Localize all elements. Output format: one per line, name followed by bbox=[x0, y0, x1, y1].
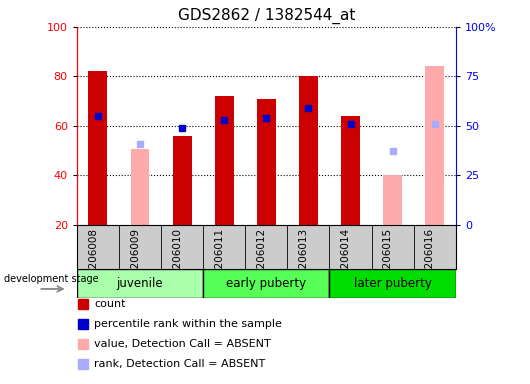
Bar bbox=[215, 96, 234, 225]
Bar bbox=[130, 149, 149, 225]
Bar bbox=[89, 71, 108, 225]
Text: percentile rank within the sample: percentile rank within the sample bbox=[94, 319, 282, 329]
Bar bbox=[173, 136, 191, 225]
Bar bbox=[299, 76, 318, 225]
Bar bbox=[203, 269, 330, 298]
Text: count: count bbox=[94, 299, 126, 309]
Text: GSM206011: GSM206011 bbox=[214, 228, 224, 291]
Text: GSM206014: GSM206014 bbox=[341, 228, 350, 291]
Bar bbox=[383, 175, 402, 225]
Text: later puberty: later puberty bbox=[354, 277, 431, 290]
Bar bbox=[330, 269, 456, 298]
Text: GSM206008: GSM206008 bbox=[88, 228, 98, 291]
Text: GSM206012: GSM206012 bbox=[257, 228, 267, 291]
Text: early puberty: early puberty bbox=[226, 277, 306, 290]
Title: GDS2862 / 1382544_at: GDS2862 / 1382544_at bbox=[178, 8, 355, 24]
Bar bbox=[425, 66, 444, 225]
Text: GSM206013: GSM206013 bbox=[298, 228, 308, 291]
Bar bbox=[257, 99, 276, 225]
Text: GSM206015: GSM206015 bbox=[383, 228, 393, 291]
Text: juvenile: juvenile bbox=[117, 277, 163, 290]
Bar bbox=[341, 116, 360, 225]
Text: GSM206010: GSM206010 bbox=[172, 228, 182, 291]
Text: development stage: development stage bbox=[4, 274, 99, 284]
Text: rank, Detection Call = ABSENT: rank, Detection Call = ABSENT bbox=[94, 359, 265, 369]
Text: GSM206016: GSM206016 bbox=[425, 228, 435, 291]
Text: GSM206009: GSM206009 bbox=[130, 228, 140, 291]
Text: value, Detection Call = ABSENT: value, Detection Call = ABSENT bbox=[94, 339, 271, 349]
Bar bbox=[77, 269, 203, 298]
